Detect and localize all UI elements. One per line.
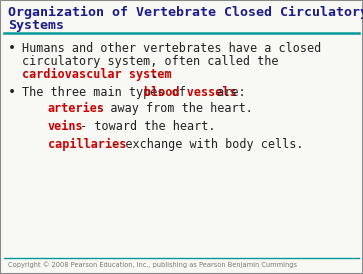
Text: - toward the heart.: - toward the heart. bbox=[73, 120, 216, 133]
Text: Copyright © 2008 Pearson Education, Inc., publishing as Pearson Benjamin Cumming: Copyright © 2008 Pearson Education, Inc.… bbox=[8, 261, 297, 268]
Text: .: . bbox=[150, 68, 157, 81]
Text: cardiovascular system: cardiovascular system bbox=[22, 68, 172, 81]
Text: The three main types of: The three main types of bbox=[22, 86, 193, 99]
Text: veins: veins bbox=[48, 120, 83, 133]
Text: •: • bbox=[8, 86, 16, 99]
Text: blood vessels: blood vessels bbox=[144, 86, 237, 99]
Text: circulatory system, often called the: circulatory system, often called the bbox=[22, 55, 278, 68]
Text: capillaries: capillaries bbox=[48, 138, 126, 151]
Text: Systems: Systems bbox=[8, 19, 64, 32]
Text: arteries: arteries bbox=[48, 102, 105, 115]
Text: - away from the heart.: - away from the heart. bbox=[89, 102, 253, 115]
Text: Humans and other vertebrates have a closed: Humans and other vertebrates have a clos… bbox=[22, 42, 321, 55]
Text: •: • bbox=[8, 42, 16, 55]
Text: are:: are: bbox=[210, 86, 246, 99]
Text: - exchange with body cells.: - exchange with body cells. bbox=[104, 138, 303, 151]
Text: Organization of Vertebrate Closed Circulatory: Organization of Vertebrate Closed Circul… bbox=[8, 6, 363, 19]
